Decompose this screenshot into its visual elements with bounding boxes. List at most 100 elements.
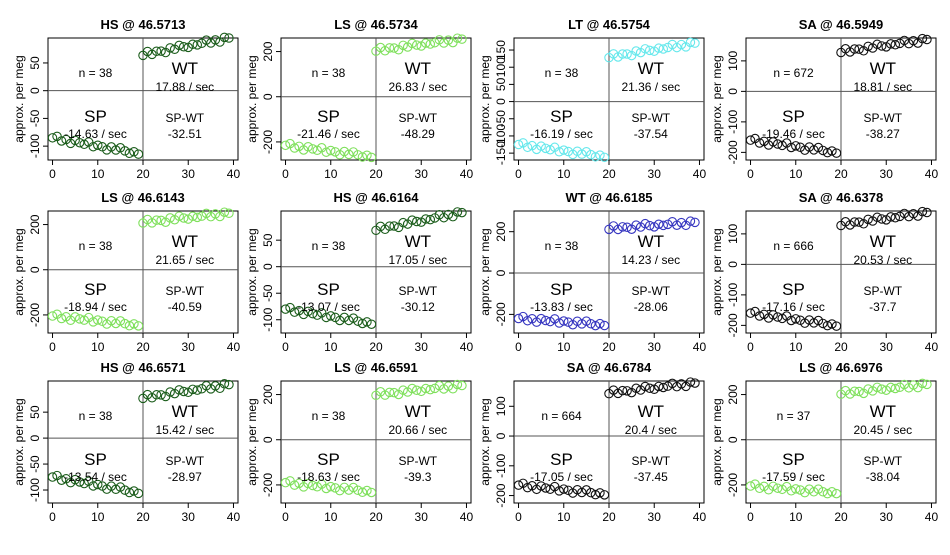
x-tick-label: 40 (925, 167, 939, 181)
sp-point (754, 483, 765, 494)
sp-point (326, 311, 336, 321)
wt-point (224, 379, 234, 390)
sp-point (56, 313, 67, 324)
wt-point (663, 219, 673, 230)
wt-point (644, 220, 655, 231)
y-tick-label: 0 (261, 263, 275, 270)
x-tick-label: 10 (324, 167, 338, 181)
x-tick-label: 10 (789, 510, 803, 524)
sp-point (536, 481, 546, 491)
sp-point (307, 480, 318, 491)
sp-point (745, 308, 756, 318)
sp-label: SP (317, 280, 340, 299)
wt-rate-label: 15.42 / sec (155, 423, 214, 437)
chart-title: SA @ 46.5949 (799, 17, 883, 32)
y-tick-label: 200 (261, 41, 275, 61)
y-tick-label: -100 (261, 307, 275, 331)
y-axis-label: approx. per meg (245, 228, 259, 315)
sp-point (47, 311, 58, 321)
sp-point (47, 472, 58, 482)
x-tick-label: 30 (415, 510, 429, 524)
sp-point (353, 150, 363, 160)
wt-point (649, 222, 659, 232)
y-axis-label: approx. per meg (478, 398, 492, 485)
wt-point (676, 379, 687, 389)
y-tick-label: 0 (494, 269, 508, 276)
wt-point (389, 387, 399, 398)
wt-label: WT (172, 232, 198, 251)
sp-point (559, 316, 569, 326)
y-tick-label: 100 (726, 51, 740, 71)
sp-point (353, 316, 363, 326)
sp-point (522, 315, 533, 326)
wt-rate-label: 21.36 / sec (621, 80, 680, 94)
sp-point (52, 470, 62, 481)
y-tick-label: 50 (494, 77, 508, 91)
sp-label: SP (782, 280, 805, 299)
x-tick-label: 40 (227, 340, 241, 354)
wt-point (640, 381, 650, 392)
wt-point (165, 43, 175, 53)
wt-rate-label: 20.4 / sec (625, 423, 677, 437)
sp-rate-label: -16.19 / sec (530, 127, 593, 141)
wt-point (886, 39, 896, 49)
x-tick-label: 0 (49, 167, 56, 181)
sp-point (786, 315, 796, 326)
sp-label: SP (84, 280, 107, 299)
x-tick-label: 20 (834, 167, 848, 181)
wt-point (854, 44, 864, 54)
sp-point (599, 320, 610, 331)
sp-point (88, 141, 98, 152)
sp-point (809, 318, 819, 328)
x-tick-label: 0 (515, 340, 522, 354)
wt-point (452, 379, 463, 390)
y-axis-label: approx. per meg (245, 398, 259, 485)
wt-point (188, 211, 198, 222)
y-tick-label: 0 (726, 261, 740, 268)
x-tick-label: 0 (515, 510, 522, 524)
sp-point (513, 480, 524, 490)
wt-point (156, 390, 166, 400)
wt-rate-label: 20.45 / sec (853, 423, 912, 437)
x-tick-label: 0 (49, 340, 56, 354)
sp-point (754, 138, 765, 148)
diff-value: -38.27 (866, 127, 900, 141)
wt-point (421, 214, 431, 224)
wt-point (210, 209, 221, 219)
wt-point (219, 32, 230, 43)
sp-point (321, 312, 331, 323)
wt-rate-label: 20.66 / sec (388, 423, 447, 437)
sp-point (822, 320, 833, 331)
sp-point (52, 131, 62, 142)
chart-title: LT @ 46.5754 (568, 17, 651, 32)
sp-point (791, 484, 801, 494)
sp-point (133, 321, 144, 331)
wt-point (886, 382, 896, 393)
wt-point (886, 212, 896, 222)
wt-rate-label: 26.83 / sec (388, 80, 447, 94)
wt-rate-label: 20.53 / sec (853, 253, 912, 267)
wt-point (443, 35, 454, 45)
wt-point (876, 214, 887, 224)
wt-point (658, 220, 669, 231)
wt-point (452, 207, 463, 217)
y-tick-label: -100 (28, 478, 42, 502)
x-tick-label: 20 (602, 340, 616, 354)
wt-point (165, 387, 175, 397)
sp-rate-label: -21.46 / sec (297, 127, 360, 141)
sample-count-label: n = 38 (312, 239, 346, 253)
sp-point (366, 487, 377, 498)
sp-rate-label: -13.83 / sec (530, 300, 593, 314)
wt-point (219, 207, 230, 217)
wt-point (443, 381, 454, 391)
wt-point (192, 40, 203, 50)
sp-point (822, 147, 833, 158)
sp-label: SP (782, 107, 805, 126)
wt-point (854, 386, 864, 397)
x-tick-label: 40 (460, 510, 474, 524)
sp-point (312, 310, 322, 320)
wt-point (421, 38, 431, 48)
sp-point (124, 148, 135, 158)
